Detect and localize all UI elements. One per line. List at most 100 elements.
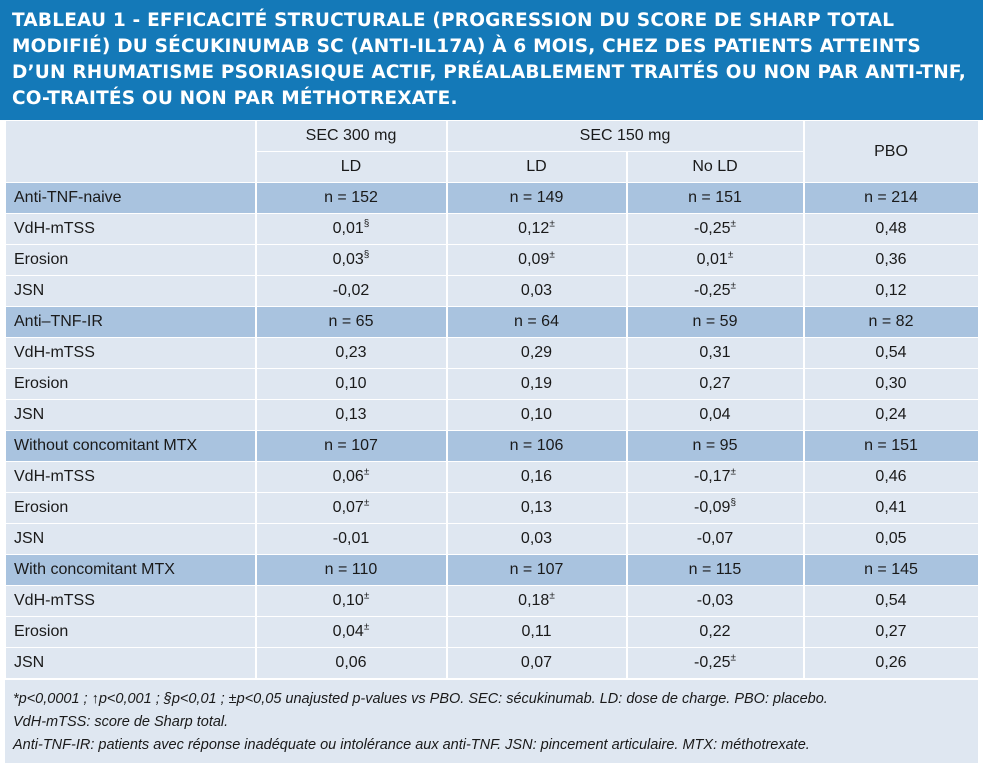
cell-value: 0,10 [332, 592, 364, 609]
row-label: JSN [5, 647, 257, 679]
table-cell: 0,24 [803, 399, 980, 431]
table-cell: 0,07 [446, 647, 628, 679]
table-row: JSN 0,06 0,07 -0,25± 0,26 [5, 647, 980, 679]
group-label: With concomitant MTX [5, 554, 257, 586]
cell-value: -0,25 [694, 220, 731, 237]
table-cell: -0,07 [626, 523, 805, 555]
header-sec150-nold: No LD [626, 151, 805, 183]
table-cell: -0,01 [255, 523, 448, 555]
header-sec150-ld: LD [446, 151, 628, 183]
table-title: Tableau 1 - Efficacité structurale (prog… [0, 0, 983, 120]
significance-marker: ± [549, 590, 555, 602]
cell-value: 0,03 [520, 530, 553, 547]
table-body: Anti-TNF-naive n = 152 n = 149 n = 151 n = 2… [5, 182, 980, 679]
cell-value: 0,07 [520, 654, 553, 671]
table-row: VdH-mTSS 0,23 0,29 0,31 0,54 [5, 337, 980, 369]
cell-value: 0,48 [875, 220, 907, 237]
significance-marker: ± [730, 652, 736, 664]
table-cell: -0,25± [626, 647, 805, 679]
cell-value: n = 64 [514, 313, 559, 330]
cell-value: 0,03 [332, 251, 364, 268]
row-label: JSN [5, 399, 257, 431]
table-cell: 0,31 [626, 337, 805, 369]
table-cell: 0,10 [446, 399, 628, 431]
cell-value: 0,01 [332, 220, 364, 237]
cell-value: n = 82 [868, 313, 914, 330]
table-cell: 0,29 [446, 337, 628, 369]
cell-value: 0,31 [699, 344, 731, 361]
cell-value: n = 106 [509, 437, 564, 454]
table-cell: 0,07± [255, 492, 448, 524]
table-cell: 0,03§ [255, 244, 448, 276]
significance-marker: ± [727, 249, 734, 261]
cell-value: 0,07 [332, 499, 364, 516]
table-cell: 0,30 [803, 368, 980, 400]
table-cell: 0,22 [626, 616, 805, 648]
row-label: Erosion [5, 616, 257, 648]
table-cell: 0,18± [446, 585, 628, 617]
table-row: Erosion 0,10 0,19 0,27 0,30 [5, 368, 980, 400]
significance-marker: ± [730, 280, 736, 292]
table-cell: 0,04± [255, 616, 448, 648]
header-sec300: SEC 300 mg [255, 120, 448, 152]
table-cell: 0,16 [446, 461, 628, 493]
table-row: Erosion 0,04± 0,11 0,22 0,27 [5, 616, 980, 648]
cell-value: 0,09 [518, 251, 550, 268]
table-cell: n = 59 [626, 306, 805, 338]
cell-value: 0,54 [875, 592, 907, 609]
row-label: JSN [5, 275, 257, 307]
table-cell: n = 151 [803, 430, 980, 462]
table-cell: -0,25± [626, 275, 805, 307]
table-cell: 0,13 [255, 399, 448, 431]
table-group-row: Without concomitant MTX n = 107 n = 106 n =… [5, 430, 980, 462]
cell-value: 0,05 [875, 530, 907, 547]
cell-value: -0,09 [693, 499, 731, 516]
table-cell: 0,10± [255, 585, 448, 617]
table-cell: -0,09§ [626, 492, 805, 524]
header-empty-cell [5, 120, 257, 183]
cell-value: 0,04 [699, 406, 731, 423]
results-table: SEC 300 mg SEC 150 mg PBO LD LD No LD An… [5, 120, 980, 679]
row-label: Erosion [5, 244, 257, 276]
table-cell: n = 151 [626, 182, 805, 214]
table-cell: 0,09± [446, 244, 628, 276]
row-label: VdH-mTSS [5, 585, 257, 617]
cell-value: 0,13 [520, 499, 553, 516]
cell-value: -0,07 [696, 530, 734, 547]
row-label: Erosion [5, 368, 257, 400]
table-cell: n = 106 [446, 430, 628, 462]
table-footnote: *p<0,0001 ; ↑p<0,001 ; §p<0,01 ; ±p<0,05… [5, 680, 978, 763]
cell-value: 0,22 [699, 623, 731, 640]
cell-value: 0,18 [518, 592, 550, 609]
cell-value: -0,25 [694, 654, 731, 671]
cell-value: 0,06 [332, 468, 364, 485]
cell-value: -0,01 [332, 530, 370, 547]
footnote-line-1: *p<0,0001 ; ↑p<0,001 ; §p<0,01 ; ±p<0,05… [13, 691, 828, 707]
table-cell: 0,01§ [255, 213, 448, 245]
table-cell: -0,02 [255, 275, 448, 307]
table-cell: 0,23 [255, 337, 448, 369]
table-row: Erosion 0,07± 0,13 -0,09§ 0,41 [5, 492, 980, 524]
cell-value: -0,02 [332, 282, 370, 299]
table-cell: 0,12± [446, 213, 628, 245]
cell-value: 0,46 [875, 468, 907, 485]
row-label: VdH-mTSS [5, 461, 257, 493]
cell-value: 0,06 [335, 654, 367, 671]
cell-value: n = 65 [328, 313, 374, 330]
cell-value: 0,01 [696, 251, 728, 268]
cell-value: 0,19 [520, 375, 553, 392]
significance-marker: ± [363, 590, 370, 602]
significance-marker: § [363, 218, 370, 230]
table-cell: n = 95 [626, 430, 805, 462]
table-cell: 0,54 [803, 337, 980, 369]
cell-value: n = 214 [864, 189, 918, 206]
cell-value: -0,03 [696, 592, 734, 609]
cell-value: 0,04 [332, 623, 364, 640]
cell-value: n = 152 [324, 189, 378, 206]
table-row: VdH-mTSS 0,06± 0,16 -0,17± 0,46 [5, 461, 980, 493]
table-cell: 0,54 [803, 585, 980, 617]
cell-value: n = 115 [688, 561, 742, 578]
row-label: Erosion [5, 492, 257, 524]
cell-value: n = 59 [692, 313, 738, 330]
significance-marker: ± [730, 218, 736, 230]
